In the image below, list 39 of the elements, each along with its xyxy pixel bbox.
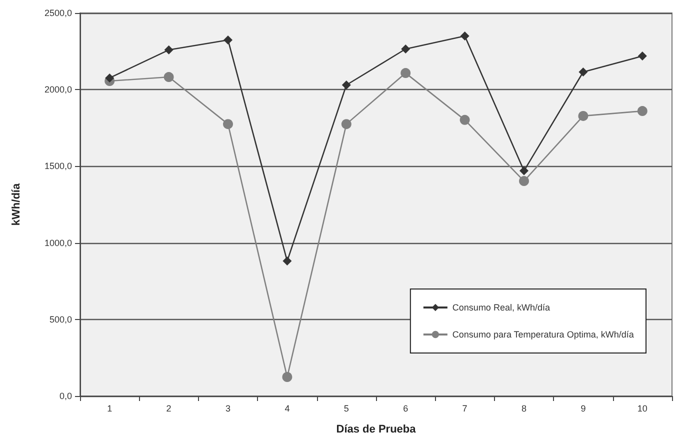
y-tick-label: 2500,0 [44, 8, 72, 18]
point [341, 119, 352, 130]
y-axis-title: kWh/día [10, 182, 22, 226]
x-tick-label: 1 [107, 404, 112, 414]
point [638, 52, 647, 61]
point [223, 119, 233, 130]
point [637, 106, 648, 116]
x-axis-title: Días de Prueba [336, 424, 417, 436]
point [224, 35, 232, 44]
point [164, 45, 174, 54]
point [460, 31, 470, 40]
point [578, 110, 588, 121]
y-tick-label: 500,0 [49, 314, 72, 324]
x-tick-label: 2 [166, 404, 172, 414]
x-tick-label: 9 [580, 404, 586, 414]
legend-label: Consumo para Temperatura Optima, kWh/día [452, 330, 634, 340]
point [519, 176, 529, 186]
x-tick-label: 6 [403, 404, 408, 414]
x-tick-label: 10 [637, 404, 648, 414]
x-tick-label: 5 [344, 404, 349, 414]
point [400, 68, 411, 78]
point [578, 67, 588, 76]
x-tick-label: 8 [521, 404, 527, 414]
point [282, 256, 292, 266]
point [282, 372, 292, 382]
x-tick-label: 7 [462, 404, 468, 414]
point [520, 166, 528, 176]
x-tick-label: 3 [225, 404, 231, 414]
point [401, 44, 410, 54]
y-tick-label: 0,0 [59, 391, 72, 401]
point [460, 114, 470, 125]
x-tick-label: 4 [284, 404, 290, 414]
legend-label: Consumo Real, kWh/día [452, 302, 550, 312]
point [164, 72, 174, 82]
y-tick-label: 1000,0 [44, 238, 72, 248]
point [105, 73, 114, 82]
y-tick-label: 1500,0 [44, 161, 72, 172]
point [342, 80, 351, 90]
y-tick-label: 2000,0 [44, 84, 72, 95]
